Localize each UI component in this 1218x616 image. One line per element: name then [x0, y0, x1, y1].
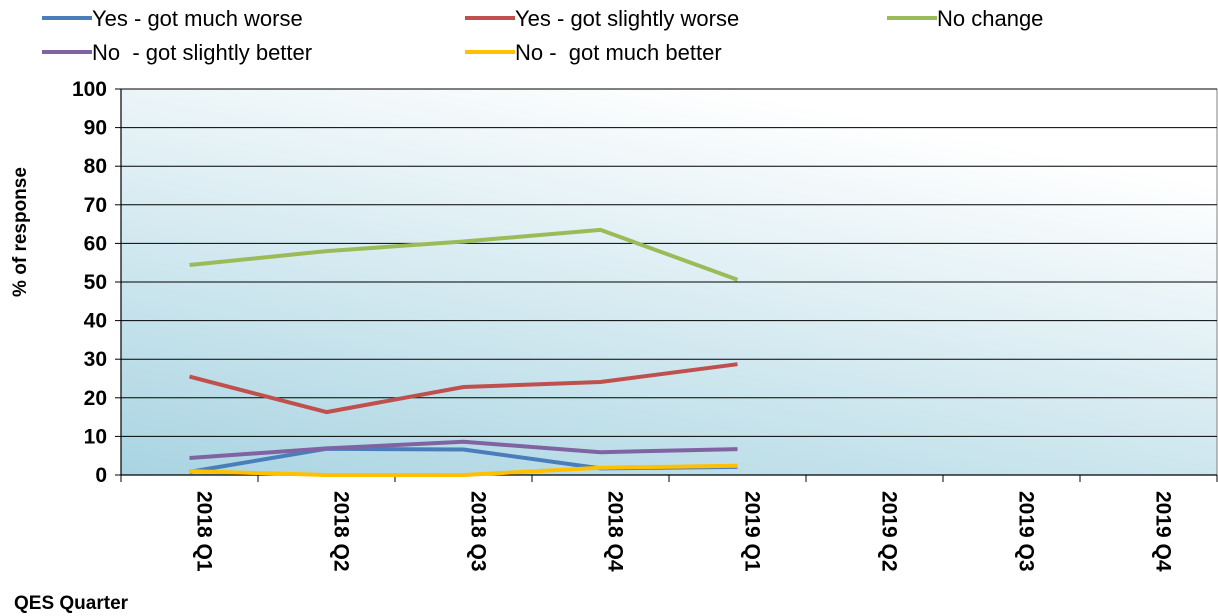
y-tick-label: 100 [72, 78, 107, 101]
legend-item: No change [887, 6, 1043, 31]
legend: Yes - got much worse Yes - got slightly w… [42, 6, 1043, 65]
x-tick-label: 2018 Q1 [193, 491, 216, 572]
x-tick-label: 2019 Q2 [878, 491, 901, 572]
x-tick-label: 2018 Q3 [467, 491, 490, 572]
legend-label: Yes - got much worse [92, 6, 303, 31]
y-tick-label: 0 [95, 464, 107, 487]
x-tick-label: 2019 Q3 [1015, 491, 1038, 572]
legend-label: No - got much better [515, 40, 722, 65]
x-tick-label: 2018 Q4 [604, 491, 627, 572]
legend-item: Yes - got much worse [42, 6, 303, 31]
legend-label: Yes - got slightly worse [515, 6, 739, 31]
y-axis-ticks: 0 10 20 30 40 50 60 70 80 90 100 [72, 78, 121, 487]
series-line-2 [188, 362, 738, 415]
series-line-4 [189, 439, 738, 460]
series-line-5 [189, 463, 738, 477]
series-lines [188, 227, 739, 477]
legend-label: No change [937, 6, 1043, 31]
x-axis-ticks: 2018 Q1 2018 Q2 2018 Q3 2018 Q4 2019 Q1 2019 … [120, 475, 1218, 572]
y-tick-label: 90 [84, 117, 107, 140]
y-tick-label: 60 [84, 232, 107, 255]
legend-item: No - got slightly better [42, 40, 312, 65]
x-tick-label: 2019 Q1 [741, 491, 764, 572]
legend-item: No - got much better [465, 40, 722, 65]
y-tick-label: 20 [84, 387, 107, 410]
x-axis-title: QES Quarter [14, 593, 129, 614]
gridlines [121, 88, 1217, 437]
y-tick-label: 40 [84, 310, 107, 333]
y-tick-label: 70 [84, 194, 107, 217]
y-tick-label: 30 [84, 348, 107, 371]
series-line-3 [189, 227, 739, 282]
legend-label: No - got slightly better [92, 40, 312, 65]
y-tick-label: 50 [84, 271, 107, 294]
x-tick-label: 2019 Q4 [1152, 491, 1175, 572]
y-tick-label: 10 [84, 425, 107, 448]
y-tick-label: 80 [84, 155, 107, 178]
x-tick-label: 2018 Q2 [330, 491, 353, 572]
legend-item: Yes - got slightly worse [465, 6, 739, 31]
y-axis-title: % of response [10, 167, 31, 297]
